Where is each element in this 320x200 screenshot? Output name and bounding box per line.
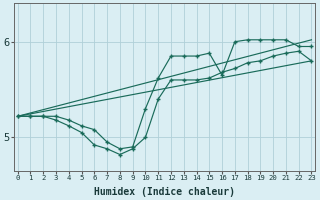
X-axis label: Humidex (Indice chaleur): Humidex (Indice chaleur) [94, 186, 235, 197]
